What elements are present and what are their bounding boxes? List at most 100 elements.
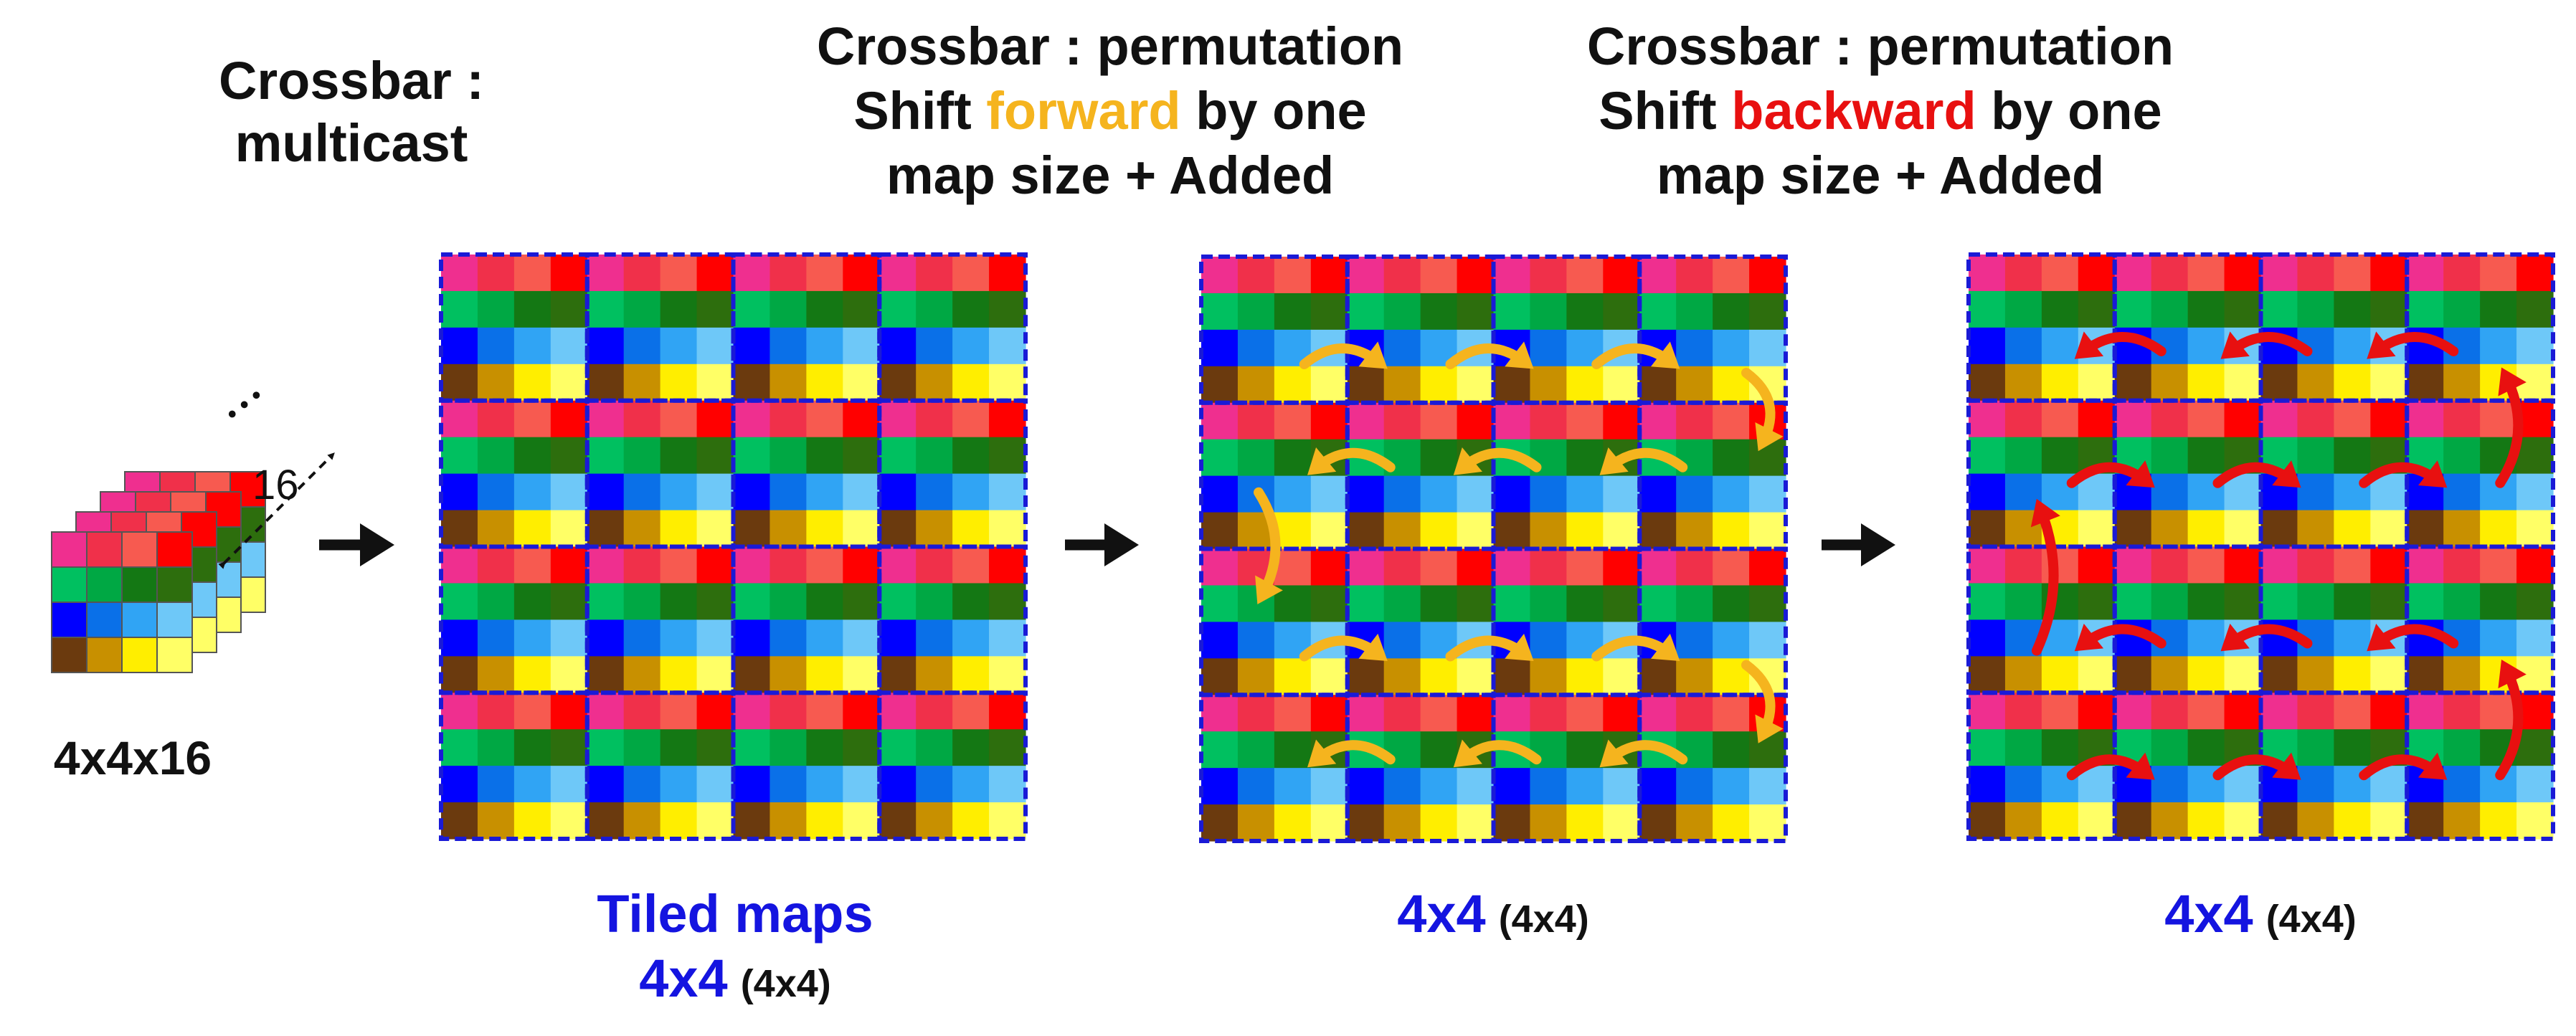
grid-cell	[1347, 512, 1385, 550]
curved-arrow-icon	[2074, 331, 2167, 359]
grid-cell	[2297, 290, 2334, 328]
grid-cell	[2041, 290, 2079, 328]
grid-cell	[2334, 619, 2371, 657]
grid-cell	[1566, 585, 1604, 622]
grid-cell	[2004, 327, 2042, 365]
grid-cell	[2443, 693, 2481, 730]
grid-cell	[2334, 546, 2371, 584]
grid-cell	[1420, 439, 1458, 477]
stack-cell	[86, 602, 123, 638]
grid-cell	[550, 656, 588, 693]
grid-cell	[2516, 546, 2554, 584]
grid-cell	[2297, 473, 2334, 511]
grid-cell	[623, 583, 661, 620]
grid-cell	[477, 255, 515, 292]
grid-cell	[441, 546, 478, 584]
grid-cell	[843, 437, 880, 475]
grid-cell	[2078, 400, 2116, 438]
forward-shift-grid	[1199, 255, 1788, 843]
grid-cell	[1969, 619, 2006, 657]
grid-cell	[770, 766, 807, 803]
grid-cell	[1566, 475, 1604, 513]
grid-cell	[513, 327, 551, 365]
grid-cell	[2260, 290, 2298, 328]
grid-cell	[843, 473, 880, 511]
grid-cell	[2334, 510, 2371, 548]
grid-cell	[1237, 731, 1275, 769]
grid-cell	[550, 290, 588, 328]
grid-cell	[1420, 512, 1458, 550]
grid-cell	[916, 510, 953, 548]
arrow-right-icon	[1065, 523, 1139, 566]
grid-cell	[550, 327, 588, 365]
grid-cell	[1749, 804, 1786, 842]
grid-cell	[1201, 804, 1239, 842]
grid-cell	[989, 802, 1026, 840]
grid-cell	[1201, 329, 1239, 367]
grid-cell	[1749, 622, 1786, 659]
grid-cell	[623, 656, 661, 693]
grid-cell	[843, 400, 880, 438]
grid-cell	[1713, 402, 1750, 440]
grid-cell	[1969, 255, 2006, 292]
caption-grid-1-main: 4x4	[639, 949, 727, 1008]
grid-cell	[2041, 363, 2079, 401]
grid-cell	[660, 510, 698, 548]
grid-cell	[843, 729, 880, 766]
grid-cell	[1347, 402, 1385, 440]
grid-cell	[806, 437, 843, 475]
grid-cell	[441, 400, 478, 438]
grid-cell	[1530, 366, 1567, 404]
stack-ellipsis: • • •	[221, 382, 268, 428]
curved-arrow-icon	[1591, 341, 1680, 369]
grid-cell	[2187, 400, 2225, 438]
grid-cell	[441, 693, 478, 730]
grid-cell	[587, 656, 625, 693]
grid-cell	[2224, 802, 2262, 840]
grid-cell	[806, 400, 843, 438]
grid-cell	[587, 693, 625, 730]
grid-cell	[2480, 400, 2517, 438]
grid-cell	[733, 290, 771, 328]
grid-cell	[733, 437, 771, 475]
grid-cell	[1201, 731, 1239, 769]
grid-cell	[2516, 255, 2554, 292]
grid-cell	[1347, 585, 1385, 622]
grid-cell	[1603, 512, 1640, 550]
grid-cell	[587, 729, 625, 766]
grid-cell	[1530, 622, 1567, 659]
grid-cell	[806, 290, 843, 328]
grid-cell	[2004, 290, 2042, 328]
grid-cell	[587, 619, 625, 657]
grid-cell	[1383, 622, 1421, 659]
title-backward-line3: map size + Added	[1657, 146, 2104, 205]
grid-cell	[1237, 329, 1275, 367]
grid-cell	[2443, 290, 2481, 328]
title-multicast: Crossbar : multicast	[219, 51, 484, 173]
curved-arrow-icon	[2359, 752, 2448, 781]
grid-cell	[623, 766, 661, 803]
grid-cell	[1639, 512, 1677, 550]
grid-cell	[1603, 293, 1640, 331]
grid-cell	[2516, 473, 2554, 511]
grid-cell	[1639, 804, 1677, 842]
grid-cell	[513, 437, 551, 475]
grid-cell	[1383, 329, 1421, 367]
grid-cell	[441, 290, 478, 328]
grid-cell	[2114, 400, 2152, 438]
grid-cell	[952, 656, 990, 693]
grid-cell	[2187, 583, 2225, 620]
grid-cell	[2334, 327, 2371, 365]
grid-cell	[879, 290, 917, 328]
grid-cell	[623, 729, 661, 766]
curved-arrow-icon	[1599, 447, 1688, 475]
grid-cell	[2004, 400, 2042, 438]
grid-cell	[1310, 257, 1348, 294]
grid-cell	[952, 619, 990, 657]
grid-cell	[1201, 695, 1239, 732]
grid-cell	[1420, 731, 1458, 769]
grid-cell	[2224, 290, 2262, 328]
grid-cell	[1420, 804, 1458, 842]
grid-cell	[550, 400, 588, 438]
